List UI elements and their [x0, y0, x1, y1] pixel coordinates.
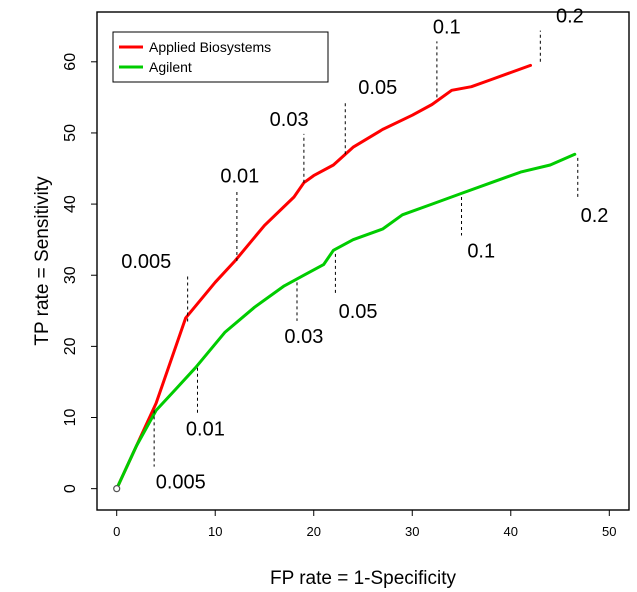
series-line-agilent [115, 152, 577, 491]
threshold-label: 0.03 [284, 326, 323, 348]
threshold-label: 0.1 [433, 16, 461, 38]
threshold-label: 0.005 [121, 251, 171, 273]
threshold-label: 0.03 [270, 109, 309, 131]
threshold-label: 0.2 [556, 6, 584, 28]
y-axis-title: TP rate = Sensitivity [32, 176, 53, 346]
x-axis: 0 10 20 30 40 50 [113, 510, 617, 539]
threshold-label: 0.05 [358, 77, 397, 99]
legend-label: Agilent [149, 59, 192, 75]
y-tick-label: 40 [62, 195, 79, 213]
x-tick-label: 40 [504, 524, 518, 539]
y-tick-label: 60 [62, 53, 79, 71]
x-tick-label: 30 [405, 524, 419, 539]
threshold-label: 0.2 [581, 205, 609, 227]
legend-label: Applied Biosystems [149, 39, 271, 55]
threshold-label: 0.01 [186, 418, 225, 440]
x-tick-label: 20 [307, 524, 321, 539]
legend-box [112, 31, 329, 83]
annotation-layer: 0.005 0.01 0.03 0.05 0.1 0.2 0.005 0.01 0.03 0.05… [121, 6, 608, 494]
y-tick-label: 50 [62, 124, 79, 142]
legend: Applied Biosystems Agilent [112, 31, 329, 83]
threshold-label: 0.005 [156, 472, 206, 494]
y-tick-label: 20 [62, 337, 79, 355]
x-axis-title: FP rate = 1-Specificity [270, 568, 457, 589]
x-tick-label: 0 [113, 524, 120, 539]
threshold-label: 0.05 [339, 301, 378, 323]
y-tick-label: 30 [62, 266, 79, 284]
y-tick-label: 10 [62, 409, 79, 427]
series-layer [113, 63, 577, 493]
x-tick-label: 50 [602, 524, 616, 539]
y-tick-label: 0 [62, 484, 79, 493]
origin-point [113, 485, 121, 493]
x-tick-label: 10 [208, 524, 222, 539]
plot-frame [96, 11, 630, 511]
threshold-label: 0.01 [220, 166, 259, 188]
threshold-label: 0.1 [467, 240, 495, 262]
y-axis: 0 10 20 30 40 50 60 [62, 53, 97, 493]
series-line-applied-biosystems [115, 63, 532, 491]
